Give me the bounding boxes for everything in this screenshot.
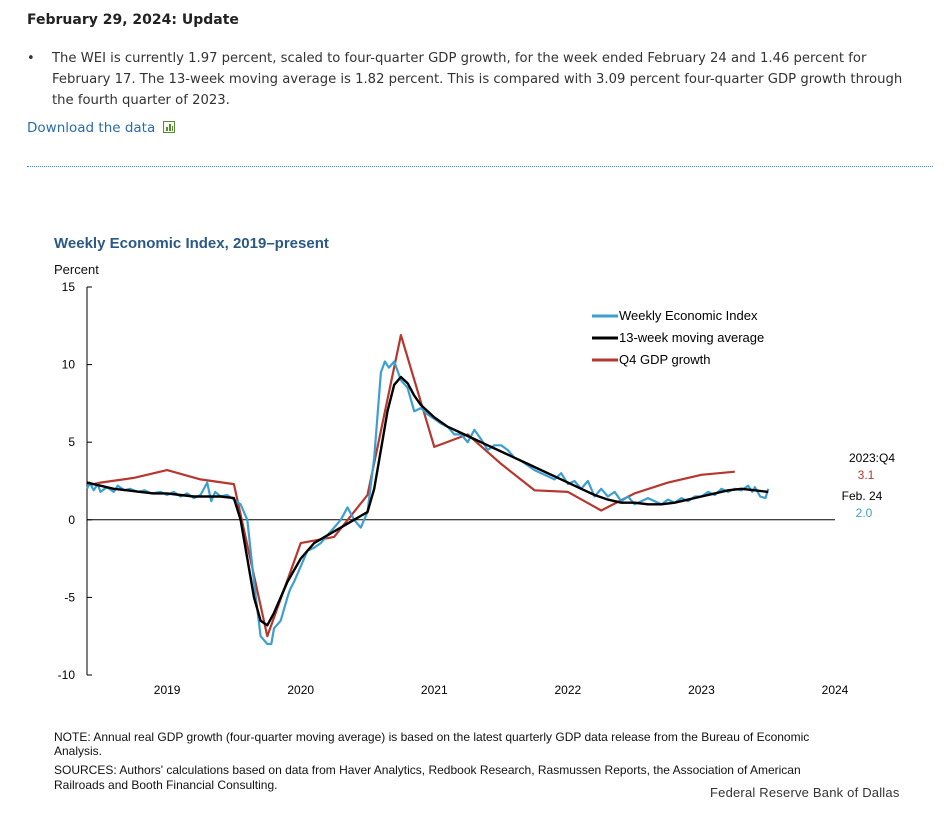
legend-label: 13-week moving average [619, 330, 764, 345]
chart-sources: SOURCES: Authors' calculations based on … [54, 763, 801, 792]
wei-value-label: 2.0 [856, 506, 873, 520]
x-tick-label: 2024 [822, 683, 849, 697]
y-tick-label: -10 [58, 668, 76, 682]
update-text: The WEI is currently 1.97 percent, scale… [52, 51, 903, 108]
y-axis-label: Percent [54, 262, 99, 277]
gdp-period-label: 2023:Q4 [849, 451, 895, 465]
download-data-link[interactable]: Download the data [27, 120, 175, 136]
legend-label: Weekly Economic Index [619, 308, 758, 323]
y-tick-label: 5 [68, 435, 75, 449]
spreadsheet-icon [162, 121, 175, 133]
chart-note: NOTE: Annual real GDP growth (four-quart… [54, 730, 810, 758]
x-tick-label: 2019 [154, 683, 181, 697]
y-tick-label: 0 [68, 513, 75, 527]
section-divider [27, 166, 933, 167]
x-tick-label: 2021 [421, 683, 448, 697]
y-tick-label: 10 [62, 358, 76, 372]
download-data-label: Download the data [27, 120, 156, 136]
update-title: February 29, 2024: Update [27, 12, 239, 28]
wei-period-label: Feb. 24 [842, 489, 883, 503]
moving-average-line [86, 375, 769, 627]
gdp-growth-line [86, 334, 735, 638]
x-tick-label: 2022 [555, 683, 582, 697]
y-tick-label: -5 [64, 590, 75, 604]
y-tick-label: 15 [62, 280, 76, 294]
wei-chart: 15 10 5 0 -5 -10 2019 2020 2021 2022 2023 2024 Week… [58, 280, 896, 697]
gdp-value-label: 3.1 [858, 468, 875, 482]
legend-label: Q4 GDP growth [619, 352, 711, 367]
chart-title: Weekly Economic Index, 2019–present [54, 235, 329, 252]
bullet-marker: • [27, 51, 35, 66]
credit-text: Federal Reserve Bank of Dallas [710, 785, 900, 800]
x-tick-label: 2023 [688, 683, 715, 697]
x-tick-label: 2020 [287, 683, 314, 697]
